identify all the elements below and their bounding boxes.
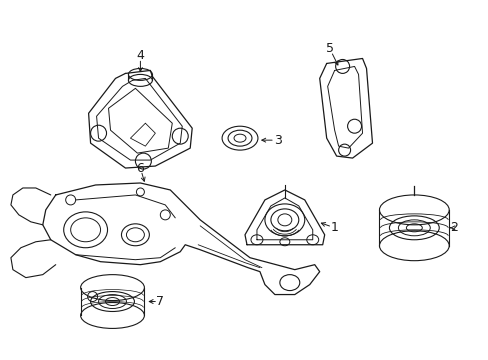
Text: 6: 6 <box>136 162 144 175</box>
Text: 2: 2 <box>449 221 457 234</box>
Text: 7: 7 <box>156 295 164 308</box>
Text: 4: 4 <box>136 49 144 62</box>
Text: 1: 1 <box>330 221 338 234</box>
Text: 5: 5 <box>325 42 333 55</box>
Text: 3: 3 <box>273 134 281 147</box>
